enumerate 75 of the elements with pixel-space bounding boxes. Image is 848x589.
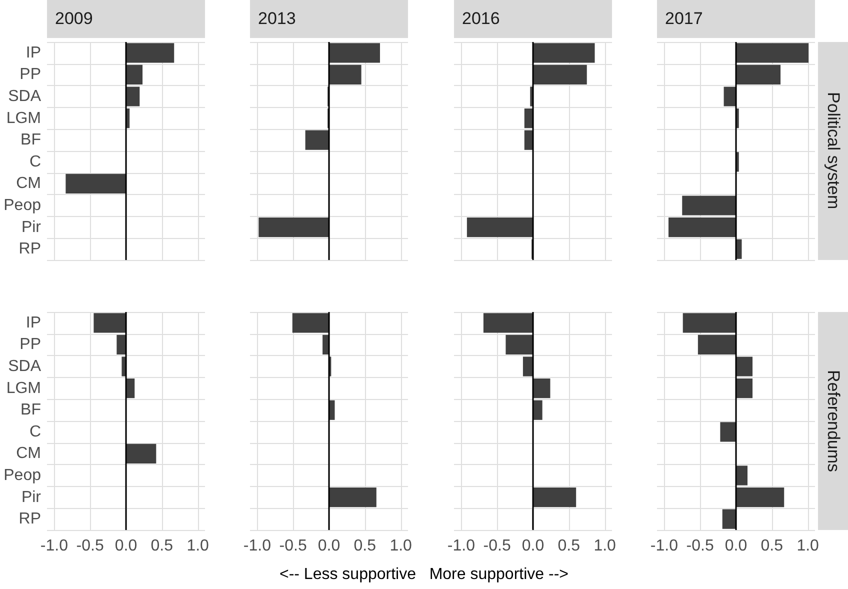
y-tick-label: LGM <box>6 110 41 127</box>
bar <box>736 356 753 376</box>
x-tick-label: 1.0 <box>594 538 616 554</box>
bar <box>720 422 736 442</box>
y-tick-label: SDA <box>8 358 42 375</box>
x-tick-label: 0.0 <box>522 538 544 554</box>
bar <box>126 86 140 106</box>
bar <box>736 378 753 398</box>
bar <box>506 334 533 355</box>
y-tick-label: Peop <box>4 197 42 214</box>
text: Political system <box>818 42 848 260</box>
bar <box>126 444 156 464</box>
bar <box>668 217 736 238</box>
x-tick-label: -1.0 <box>650 538 678 554</box>
x-tick-label: -0.5 <box>483 538 511 554</box>
bar <box>533 378 550 398</box>
x-tick-label: 1.0 <box>796 538 820 554</box>
bar <box>682 313 736 333</box>
y-tick-label: BF <box>20 402 42 419</box>
x-tick-label: 0.0 <box>724 538 748 554</box>
chart-title: 2016 <box>454 0 612 38</box>
y-tick-label: LGM <box>6 380 41 397</box>
bar <box>126 43 174 63</box>
x-tick-label: 0.0 <box>114 538 138 554</box>
bar <box>126 64 143 85</box>
x-tick-label: 0.5 <box>760 538 784 554</box>
x-tick-label: -0.5 <box>76 538 104 554</box>
x-tick-label: 0.5 <box>150 538 174 554</box>
x-tick-label: 0.5 <box>354 538 376 554</box>
bar <box>736 64 781 85</box>
x-tick-label: -1.0 <box>40 538 68 554</box>
text: Referendums <box>818 312 848 530</box>
x-tick-label: -0.5 <box>686 538 714 554</box>
bar <box>292 313 329 333</box>
x-tick-label: -1.0 <box>243 538 272 554</box>
x-tick-label: 0.5 <box>558 538 580 554</box>
x-tick-label: -0.5 <box>279 538 307 554</box>
x-tick-label: 1.0 <box>186 538 210 554</box>
bar <box>698 334 736 355</box>
y-tick-label: IP <box>26 314 41 332</box>
bar <box>736 466 748 486</box>
y-tick-label: RP <box>18 510 41 528</box>
bar <box>724 86 736 106</box>
bar <box>116 334 126 355</box>
bar <box>483 313 533 333</box>
bar <box>522 356 533 376</box>
y-tick-label: PP <box>20 66 41 84</box>
y-tick-label: RP <box>18 240 41 258</box>
x-tick-label: -1.0 <box>447 538 476 554</box>
x-tick-label: 1.0 <box>390 538 412 554</box>
bar <box>94 313 126 333</box>
y-tick-label: BF <box>20 132 42 149</box>
bar <box>722 509 736 529</box>
x-tick-label: 0.0 <box>318 538 340 554</box>
y-tick-label: IP <box>26 44 41 62</box>
y-tick-label: SDA <box>8 88 42 105</box>
chart-title: 2009 <box>47 0 205 38</box>
y-tick-label: Pir <box>21 488 42 506</box>
chart-title: 2013 <box>250 0 408 38</box>
chart-title: 2017 <box>657 0 815 38</box>
bar <box>736 43 809 63</box>
bar <box>533 487 576 508</box>
bar <box>66 174 126 194</box>
y-tick-label: CM <box>16 445 41 462</box>
y-tick-label: Peop <box>4 467 42 484</box>
y-tick-label: CM <box>16 175 41 192</box>
y-tick-label: C <box>29 423 41 440</box>
x-axis-title: <-- Less supportive More supportive --> <box>278 566 570 584</box>
y-tick-label: Pir <box>21 218 42 236</box>
bar <box>682 196 736 216</box>
bar <box>736 487 784 508</box>
bar <box>329 487 376 508</box>
bar <box>322 334 329 355</box>
y-tick-label: C <box>29 153 41 170</box>
y-tick-label: PP <box>20 336 41 354</box>
